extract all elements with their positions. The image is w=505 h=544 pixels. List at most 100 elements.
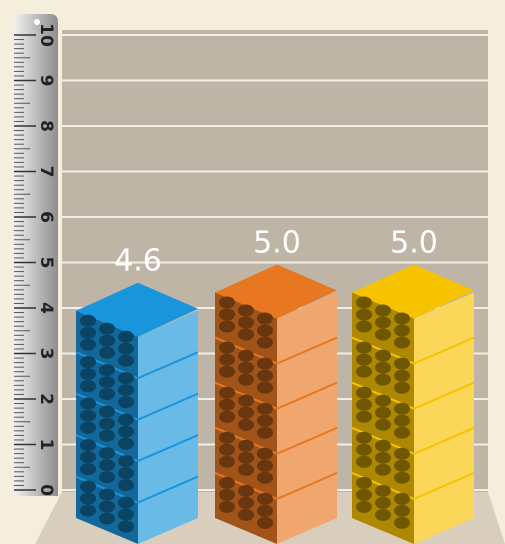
y-tick-label: 4: [36, 302, 56, 314]
brick-hole: [80, 492, 96, 505]
brick-hole: [80, 356, 96, 369]
brick-hole: [99, 346, 115, 359]
brick-joint: [214, 381, 338, 410]
y-tick-label: 8: [36, 120, 56, 132]
brick-hole: [80, 480, 96, 493]
brick-hole: [80, 463, 96, 476]
brick-hole: [118, 496, 134, 509]
brick-joint: [214, 336, 338, 365]
brick-hole: [257, 312, 273, 325]
bar-right-face: [414, 292, 474, 544]
bar: [75, 282, 199, 544]
brick-hole: [238, 451, 254, 464]
y-tick-label: 6: [36, 211, 56, 223]
brick-hole: [257, 381, 273, 394]
y-tick-label: 7: [36, 166, 56, 178]
brick-hole: [238, 463, 254, 476]
brick-hole: [257, 357, 273, 370]
brick-hole: [356, 431, 372, 444]
brick-hole: [257, 504, 273, 517]
brick-hole: [394, 459, 410, 472]
brick-hole: [238, 439, 254, 452]
brick-hole: [375, 508, 391, 521]
brick-hole: [375, 304, 391, 317]
brick-hole: [238, 406, 254, 419]
brick-hole: [375, 463, 391, 476]
brick-hole: [80, 397, 96, 410]
brick-hole: [238, 316, 254, 329]
y-tick-label: 0: [36, 484, 56, 496]
brick-hole: [219, 353, 235, 366]
brick-hole: [99, 459, 115, 472]
brick-hole: [257, 447, 273, 460]
brick-hole: [356, 296, 372, 309]
brick-hole: [80, 338, 96, 351]
brick-hole: [356, 500, 372, 513]
brick-hole: [118, 520, 134, 533]
brick-joint: [75, 392, 199, 421]
brick-hole: [118, 396, 134, 409]
brick-hole: [356, 398, 372, 411]
brick-hole: [219, 365, 235, 378]
y-tick-label: 9: [36, 75, 56, 87]
brick-hole: [219, 308, 235, 321]
brick-hole: [99, 405, 115, 418]
brick-hole: [257, 516, 273, 529]
brick-joint: [351, 336, 475, 365]
brick-hole: [257, 459, 273, 472]
brick-hole: [99, 447, 115, 460]
brick-hole: [375, 439, 391, 452]
brick-hole: [238, 349, 254, 362]
brick-hole: [219, 443, 235, 456]
brick-hole: [375, 418, 391, 431]
brick-hole: [356, 410, 372, 423]
brick-hole: [356, 308, 372, 321]
brick-joint: [351, 471, 475, 500]
brick-joint: [75, 434, 199, 463]
brick-hole: [394, 369, 410, 382]
brick-hole: [99, 322, 115, 335]
bar: [351, 264, 475, 544]
brick-joint: [214, 471, 338, 500]
brick-hole: [99, 488, 115, 501]
brick-hole: [99, 429, 115, 442]
brick-hole: [219, 488, 235, 501]
bar-right-face: [277, 292, 337, 544]
value-label: 4.6: [114, 244, 162, 279]
brick-joint: [75, 475, 199, 504]
ruler-hole: [34, 19, 40, 25]
brick-hole: [356, 455, 372, 468]
brick-hole: [375, 406, 391, 419]
brick-hole: [219, 410, 235, 423]
brick-hole: [257, 369, 273, 382]
brick-hole: [394, 402, 410, 415]
brick-hole: [356, 341, 372, 354]
brick-hole: [394, 426, 410, 439]
brick-hole: [99, 417, 115, 430]
brick-hole: [80, 380, 96, 393]
brick-hole: [80, 368, 96, 381]
brick-hole: [238, 484, 254, 497]
brick-hole: [80, 439, 96, 452]
brick-hole: [118, 425, 134, 438]
brick-hole: [375, 451, 391, 464]
brick-hole: [257, 426, 273, 439]
brick-hole: [219, 500, 235, 513]
brick-hole: [394, 516, 410, 529]
brick-hole: [375, 394, 391, 407]
brick-hole: [118, 330, 134, 343]
brick-hole: [257, 492, 273, 505]
brick-hole: [99, 334, 115, 347]
brick-hole: [394, 492, 410, 505]
brick-hole: [394, 324, 410, 337]
brick-hole: [99, 500, 115, 513]
brick-hole: [375, 349, 391, 362]
brick-hole: [375, 373, 391, 386]
brick-hole: [356, 320, 372, 333]
y-tick-label: 5: [36, 257, 56, 269]
brick-hole: [118, 437, 134, 450]
brick-hole: [219, 320, 235, 333]
y-tick-label: 10: [36, 23, 56, 47]
brick-hole: [118, 455, 134, 468]
